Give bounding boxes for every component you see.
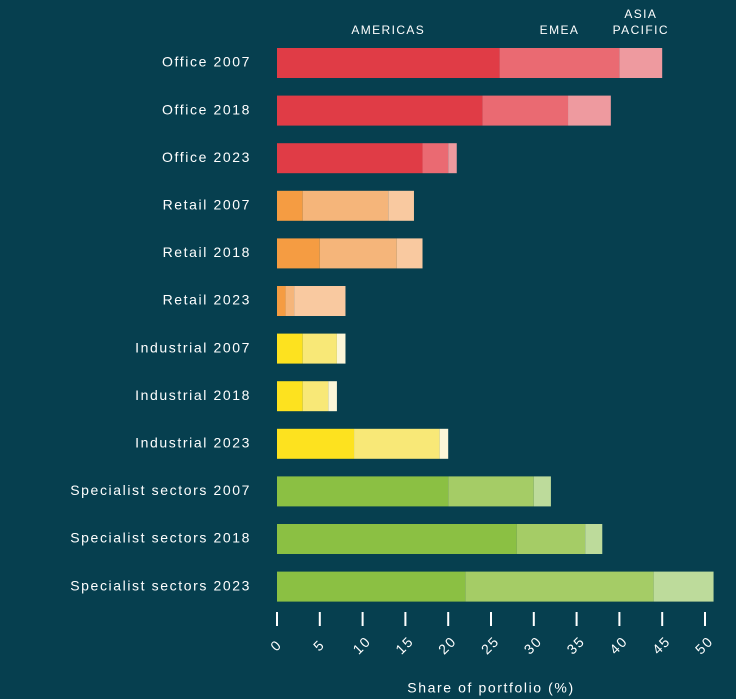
bar-segment <box>388 190 414 221</box>
bar-segment <box>277 428 355 459</box>
category-label: Specialist sectors 2007 <box>70 482 251 498</box>
category-label: Industrial 2007 <box>135 339 251 355</box>
category-label: Retail 2023 <box>163 292 251 308</box>
bar-segment <box>396 238 423 269</box>
bar-segment <box>653 571 714 602</box>
x-tick-label: 35 <box>563 633 588 658</box>
bar-segment <box>277 476 449 507</box>
x-tick-label: 25 <box>478 633 503 658</box>
category-label: Office 2023 <box>162 149 251 165</box>
bar-segment <box>302 333 337 364</box>
bar-segment <box>277 333 303 364</box>
bar-segment <box>302 190 389 221</box>
bar-segment <box>277 571 466 602</box>
bar-segment <box>533 476 551 507</box>
bar-segment <box>568 95 611 126</box>
x-tick-label: 15 <box>392 633 417 658</box>
bar-segment <box>482 95 569 126</box>
x-tick-label: 45 <box>649 633 674 658</box>
bar-segment <box>277 524 517 554</box>
bar-segment <box>465 571 654 602</box>
x-tick-label: 20 <box>435 633 460 658</box>
bar-segment <box>516 524 586 554</box>
bar-segment <box>277 95 483 126</box>
bar-segment <box>277 143 423 174</box>
bar-segment <box>439 428 449 459</box>
x-tick-label: 5 <box>310 636 328 654</box>
bar-segment <box>499 48 620 78</box>
category-label: Specialist sectors 2018 <box>70 530 251 546</box>
bar-segment <box>328 381 337 412</box>
category-label: Retail 2018 <box>163 244 251 260</box>
x-tick-label: 30 <box>521 633 546 658</box>
bar-segment <box>619 48 663 78</box>
x-tick-label: 0 <box>267 636 285 654</box>
bar-segment <box>285 286 295 316</box>
bar-segment <box>585 524 603 554</box>
bar-segment <box>277 238 320 269</box>
x-tick-label: 10 <box>349 633 374 658</box>
legend-label: AMERICAS <box>351 23 425 37</box>
x-tick-label: 50 <box>692 633 717 658</box>
legend-label: EMEA <box>540 23 580 37</box>
x-axis-label: Share of portfolio (%) <box>407 680 574 696</box>
category-label: Retail 2007 <box>163 197 251 213</box>
bar-segment <box>277 381 303 412</box>
bar-segment <box>302 381 329 412</box>
category-label: Office 2007 <box>162 54 251 70</box>
bar-segment <box>448 143 457 174</box>
bar-segment <box>448 476 534 507</box>
category-label: Industrial 2023 <box>135 435 251 451</box>
bar-segment <box>277 190 303 221</box>
legend-label: ASIA PACIFIC <box>613 7 669 37</box>
bar-segment <box>277 48 500 78</box>
category-label: Industrial 2018 <box>135 387 251 403</box>
bar-segment <box>336 333 346 364</box>
bar-segment <box>277 286 286 316</box>
bar-segment <box>319 238 397 269</box>
bar-segment <box>422 143 449 174</box>
category-label: Specialist sectors 2023 <box>70 577 251 593</box>
x-tick-label: 40 <box>606 633 631 658</box>
category-label: Office 2018 <box>162 101 251 117</box>
bar-segment <box>294 286 346 316</box>
bar-segment <box>354 428 440 459</box>
